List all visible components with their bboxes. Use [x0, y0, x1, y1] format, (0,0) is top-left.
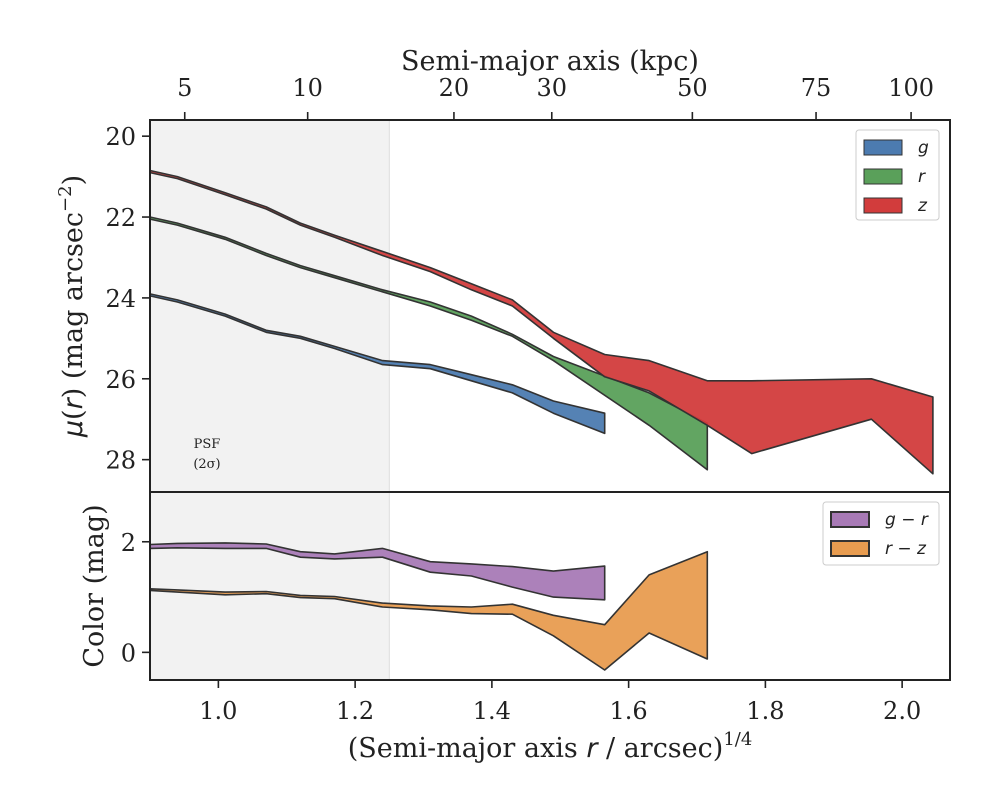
top-x-tick-label-6: 100	[888, 74, 934, 102]
top-y-tick-label-2: 24	[105, 285, 136, 313]
top-legend-swatch-1	[863, 168, 903, 185]
top-y-axis-title-exponent: −2	[55, 185, 76, 212]
bottom-panel-frame	[149, 491, 951, 681]
bottom-x-axis-title-suffix: / arcsec)	[597, 733, 723, 764]
bottom-x-tick-label-1: 1.2	[336, 697, 374, 725]
psf-region-bottom	[149, 491, 390, 681]
top-y-axis-title: μ(r) (mag arcsec−2)	[55, 175, 89, 438]
top-panel-legend: grz	[855, 129, 940, 221]
top-x-axis-ticks: 5 10 20 30 50 75 100	[177, 74, 934, 120]
bottom-legend-label-0: g − r	[885, 510, 929, 530]
top-y-axis-title-r: r	[58, 396, 89, 409]
top-series-band-1	[149, 216, 709, 471]
bottom-x-axis-title-exponent: 1/4	[723, 729, 752, 750]
top-legend-label-2: z	[917, 196, 928, 216]
top-y-axis-title-mu: μ	[58, 420, 89, 438]
top-series-band-2	[149, 169, 934, 475]
top-panel-areas	[149, 169, 934, 475]
top-x-tick-label-5: 75	[801, 74, 832, 102]
bottom-x-tick-label-0: 1.0	[199, 697, 237, 725]
bottom-panel-legend: g − r r − z	[822, 501, 940, 566]
top-x-tick-label-1: 10	[292, 74, 323, 102]
bottom-x-tick-label-2: 1.4	[473, 697, 511, 725]
bottom-series-band-0	[149, 542, 606, 601]
bottom-x-tick-label-5: 2.0	[883, 697, 921, 725]
top-x-tick-label-3: 30	[537, 74, 568, 102]
top-legend-label-1: r	[918, 167, 926, 187]
top-legend-swatch-2	[863, 197, 903, 214]
bottom-x-axis-ticks: 1.0 1.2 1.4 1.6 1.8 2.0	[199, 680, 921, 725]
bottom-x-axis-title-r: r	[586, 733, 599, 764]
top-y-tick-label-4: 28	[105, 447, 136, 475]
top-series-band-0	[149, 293, 606, 435]
bottom-x-tick-label-4: 1.8	[746, 697, 784, 725]
psf-label-line-2: (2σ)	[193, 457, 220, 472]
top-y-axis-title-units: ) (mag arcsec	[58, 212, 89, 398]
bottom-x-axis-title-prefix: (Semi-major axis	[348, 733, 587, 764]
bottom-x-axis-title: (Semi-major axis r / arcsec)1/4	[348, 729, 753, 764]
top-x-tick-label-4: 50	[677, 74, 708, 102]
top-y-axis-title-close: )	[58, 175, 89, 186]
psf-label-line-1: PSF	[194, 437, 221, 452]
top-x-tick-label-0: 5	[177, 74, 192, 102]
top-y-tick-label-1: 22	[105, 204, 136, 232]
top-x-tick-label-2: 20	[439, 74, 470, 102]
top-x-axis-title: Semi-major axis (kpc)	[401, 46, 699, 77]
bottom-legend-swatch-0	[830, 511, 870, 528]
top-legend-swatch-0	[863, 139, 903, 156]
bottom-legend-label-1: r − z	[885, 539, 927, 559]
bottom-y-tick-label-0: 0	[121, 639, 136, 667]
top-y-tick-label-3: 26	[105, 366, 136, 394]
bottom-x-tick-label-3: 1.6	[610, 697, 648, 725]
psf-region-top	[149, 119, 390, 493]
top-legend-label-0: g	[918, 138, 929, 158]
bottom-y-axis-title: Color (mag)	[79, 504, 110, 667]
bottom-y-axis-ticks: 02	[121, 529, 150, 667]
bottom-series-band-1	[149, 550, 709, 671]
top-y-axis-title-open: (	[58, 409, 89, 420]
bottom-legend-swatch-1	[830, 540, 870, 557]
top-y-tick-label-0: 20	[105, 123, 136, 151]
top-y-axis-ticks: 20 22 24 26 28	[105, 123, 150, 475]
bottom-panel-areas	[149, 542, 709, 671]
bottom-y-tick-label-1: 2	[121, 529, 136, 557]
